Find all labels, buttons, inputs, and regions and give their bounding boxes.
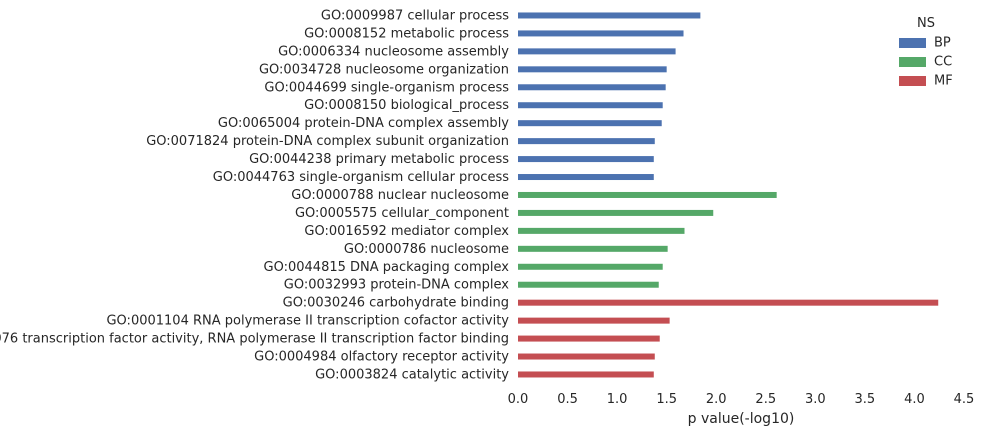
bar-17 [518, 299, 939, 306]
bar-9 [518, 156, 654, 163]
x-tick-label-10: 4.5 [954, 392, 975, 407]
bar-15 [518, 263, 663, 270]
category-label-16: GO:0032993 protein-DNA complex [284, 278, 510, 293]
category-label-13: GO:0016592 mediator complex [304, 224, 509, 239]
category-label-19: GO:0001076 transcription factor activity… [0, 332, 509, 347]
bar-21 [518, 371, 654, 378]
x-tick-label-9: 4.0 [904, 392, 925, 407]
x-tick-label-1: 0.0 [508, 392, 529, 407]
category-label-17: GO:0030246 carbohydrate binding [283, 296, 509, 311]
category-label-4: GO:0034728 nucleosome organization [259, 62, 509, 77]
bar-13 [518, 227, 685, 234]
x-tick-label-5: 2.0 [706, 392, 727, 407]
category-label-11: GO:0000788 nuclear nucleosome [291, 188, 509, 203]
category-label-12: GO:0005575 cellular_component [295, 206, 509, 221]
category-label-14: GO:0000786 nucleosome [344, 242, 509, 257]
bar-10 [518, 174, 654, 181]
x-tick-labels-group: 0.0 0.5 1.0 1.5 2.0 2.5 3.0 3.5 4.0 4.5 [508, 392, 975, 407]
bar-14 [518, 245, 668, 252]
category-labels-group: GO:0009987 cellular process GO:0008152 me… [0, 8, 509, 382]
bar-3 [518, 48, 676, 55]
bar-19 [518, 335, 660, 342]
category-label-5: GO:0044699 single-organism process [264, 80, 509, 95]
bar-6 [518, 102, 663, 109]
legend-entries: BP CC MF [899, 36, 953, 89]
category-label-21: GO:0003824 catalytic activity [315, 367, 509, 382]
bar-1 [518, 12, 701, 19]
legend-label-mf: MF [934, 74, 953, 89]
x-tick-label-7: 3.0 [805, 392, 826, 407]
category-label-15: GO:0044815 DNA packaging complex [264, 260, 510, 275]
legend-swatch-bp [899, 38, 926, 48]
legend: NS BP CC MF [899, 16, 953, 89]
category-label-6: GO:0008150 biological_process [304, 98, 509, 113]
category-label-9: GO:0044238 primary metabolic process [249, 152, 509, 167]
x-tick-label-2: 0.5 [557, 392, 578, 407]
x-axis-title: p value(-log10) [688, 411, 795, 427]
legend-label-cc: CC [934, 55, 952, 70]
x-tick-label-6: 2.5 [755, 392, 776, 407]
legend-swatch-cc [899, 57, 926, 67]
bar-8 [518, 138, 655, 145]
category-label-2: GO:0008152 metabolic process [304, 26, 509, 41]
bar-12 [518, 209, 714, 216]
category-label-8: GO:0071824 protein-DNA complex subunit o… [146, 134, 509, 149]
category-label-1: GO:0009987 cellular process [321, 8, 509, 23]
x-tick-label-3: 1.0 [607, 392, 628, 407]
category-label-20: GO:0004984 olfactory receptor activity [254, 350, 509, 365]
bar-4 [518, 66, 667, 73]
bar-5 [518, 84, 666, 91]
category-label-3: GO:0006334 nucleosome assembly [278, 44, 509, 59]
bar-11 [518, 191, 777, 198]
bar-7 [518, 120, 662, 127]
bar-20 [518, 353, 655, 360]
x-tick-label-4: 1.5 [656, 392, 677, 407]
bar-16 [518, 281, 659, 288]
category-label-10: GO:0044763 single-organism cellular proc… [213, 170, 509, 185]
category-label-7: GO:0065004 protein-DNA complex assembly [218, 116, 509, 131]
bar-18 [518, 317, 670, 324]
x-tick-label-8: 3.5 [855, 392, 876, 407]
legend-label-bp: BP [934, 36, 951, 51]
legend-title: NS [917, 16, 935, 31]
category-label-18: GO:0001104 RNA polymerase II transcripti… [106, 314, 509, 329]
bar-2 [518, 30, 684, 37]
legend-swatch-mf [899, 76, 926, 86]
bars-group [518, 12, 939, 378]
